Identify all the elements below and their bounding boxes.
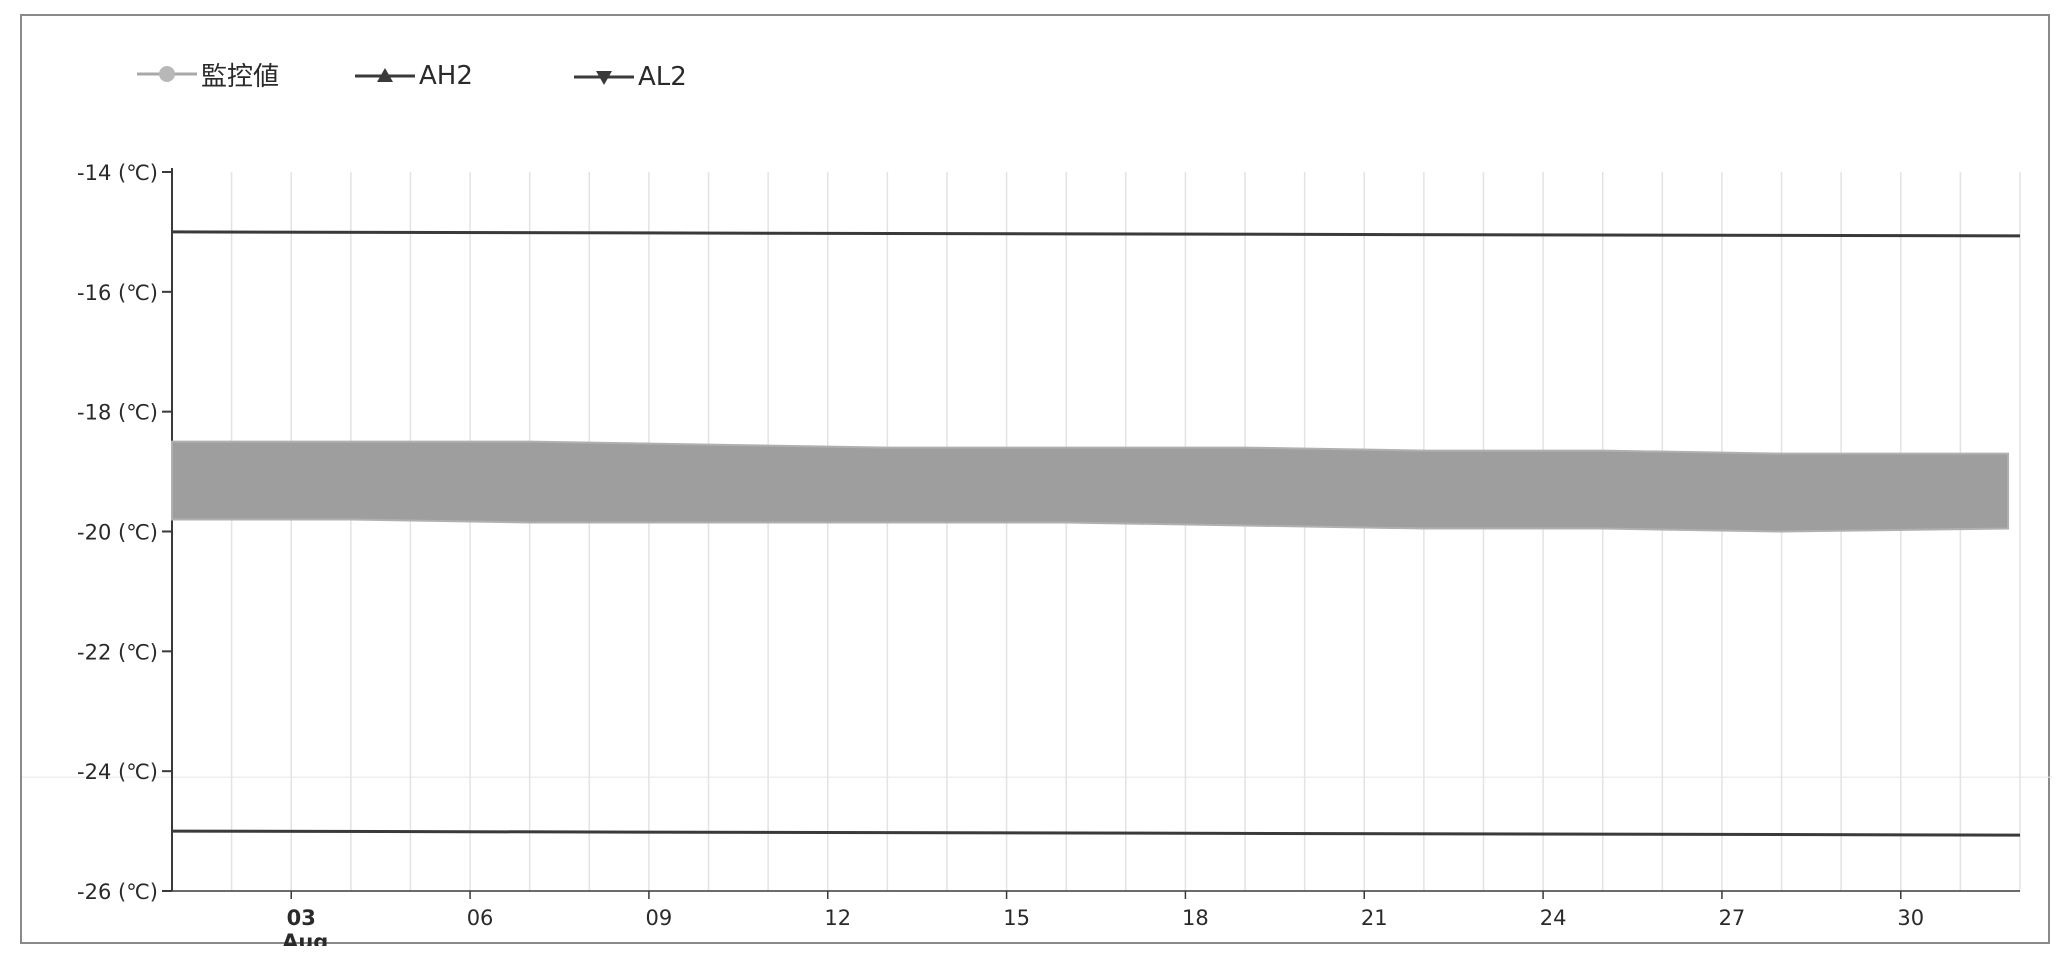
y-tick-label: -18 (℃)	[77, 401, 158, 425]
series-line-ah2	[171, 230, 2021, 238]
series-line-al2	[171, 829, 2021, 837]
x-tick-label: 30	[1897, 906, 1924, 930]
legend-triangle-up-marker-icon	[355, 68, 415, 82]
legend-item-al2[interactable]: AL2	[574, 57, 687, 97]
y-tick-label: -22 (℃)	[77, 640, 158, 664]
x-tick-sublabel: Aug	[282, 930, 328, 946]
y-tick-label: -20 (℃)	[77, 521, 158, 545]
x-tick-label: 12	[824, 906, 851, 930]
legend-circle-marker-icon	[137, 66, 197, 82]
line-chart: -14 (℃) -16 (℃) -18 (℃) -20 (℃) -22 (℃) -24 (…	[22, 161, 2052, 946]
y-tick-label: -16 (℃)	[77, 281, 158, 305]
series-monitor-band	[171, 440, 2010, 533]
x-tick-label: 09	[646, 906, 673, 930]
chart-frame: 監控値 AH2 AL2 -14 (℃) -16 (℃) -18 (℃) -20 (℃)…	[20, 14, 2052, 946]
x-tick-label: 27	[1719, 906, 1746, 930]
x-tick-label: 18	[1182, 906, 1209, 930]
x-tick-label: 21	[1361, 906, 1388, 930]
x-tick-label: 06	[467, 906, 494, 930]
legend-item-monitor[interactable]: 監控値	[137, 54, 279, 94]
legend-item-ah2[interactable]: AH2	[355, 56, 473, 96]
y-tick-label: -14 (℃)	[77, 161, 158, 185]
legend-label-monitor: 監控値	[201, 61, 280, 92]
x-tick-label: 24	[1540, 906, 1567, 930]
x-tick-label: 03	[287, 906, 316, 930]
x-tick-label: 15	[1003, 906, 1030, 930]
legend-triangle-down-marker-icon	[574, 71, 634, 85]
y-tick-label: -24 (℃)	[77, 760, 158, 784]
y-tick-label: -26 (℃)	[77, 880, 158, 904]
legend-label-ah2: AH2	[419, 61, 473, 91]
legend-label-al2: AL2	[638, 62, 687, 92]
